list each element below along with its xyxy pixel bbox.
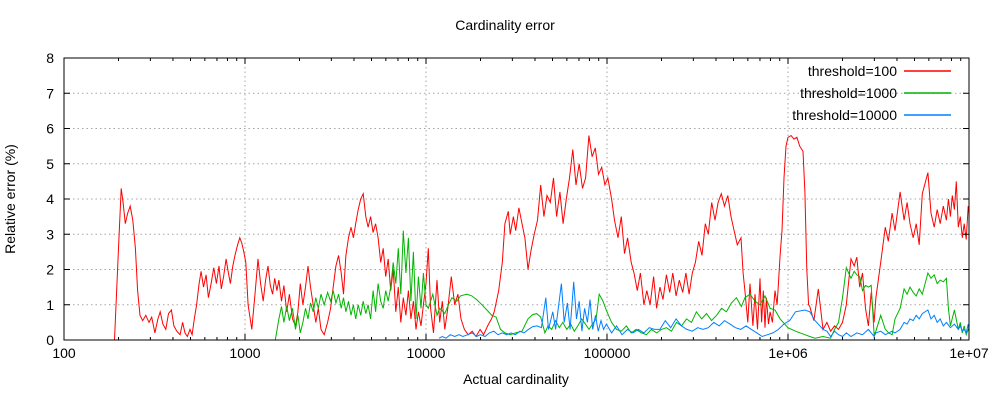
y-tick-label: 1 [46, 297, 54, 313]
chart-title: Cardinality error [455, 17, 555, 33]
y-tick-labels: 0 1 2 3 4 5 6 7 8 [46, 50, 54, 348]
x-tick-label: 10000 [407, 345, 446, 361]
gridlines [64, 58, 969, 340]
legend-entry-threshold-100: threshold=100 [808, 63, 951, 79]
legend-label: threshold=100 [808, 63, 897, 79]
series-line-threshold-10000 [438, 281, 970, 339]
x-tick-label: 1000 [229, 345, 260, 361]
x-tick-label: 1e+07 [949, 345, 989, 361]
y-tick-label: 4 [46, 191, 54, 207]
y-tick-label: 0 [46, 332, 54, 348]
y-axis-label: Relative error (%) [2, 144, 18, 254]
x-axis-label: Actual cardinality [463, 371, 569, 387]
x-tick-label: 100 [52, 345, 76, 361]
y-tick-label: 3 [46, 226, 54, 242]
x-tick-label: 1e+06 [768, 345, 808, 361]
legend-entry-threshold-10000: threshold=10000 [792, 107, 951, 123]
y-tick-label: 2 [46, 262, 54, 278]
legend-entry-threshold-1000: threshold=1000 [800, 85, 951, 101]
y-tick-label: 8 [46, 50, 54, 66]
y-tick-label: 7 [46, 85, 54, 101]
legend: threshold=100 threshold=1000 threshold=100… [792, 63, 951, 123]
series-lines [114, 134, 970, 341]
x-tick-label: 100000 [584, 345, 631, 361]
series-line-threshold-1000 [274, 230, 970, 341]
x-tick-labels: 100 1000 10000 100000 1e+06 1e+07 [52, 345, 989, 361]
legend-label: threshold=10000 [792, 107, 897, 123]
y-tick-label: 6 [46, 121, 54, 137]
plot-border [63, 57, 970, 341]
legend-label: threshold=1000 [800, 85, 897, 101]
y-tick-label: 5 [46, 156, 54, 172]
